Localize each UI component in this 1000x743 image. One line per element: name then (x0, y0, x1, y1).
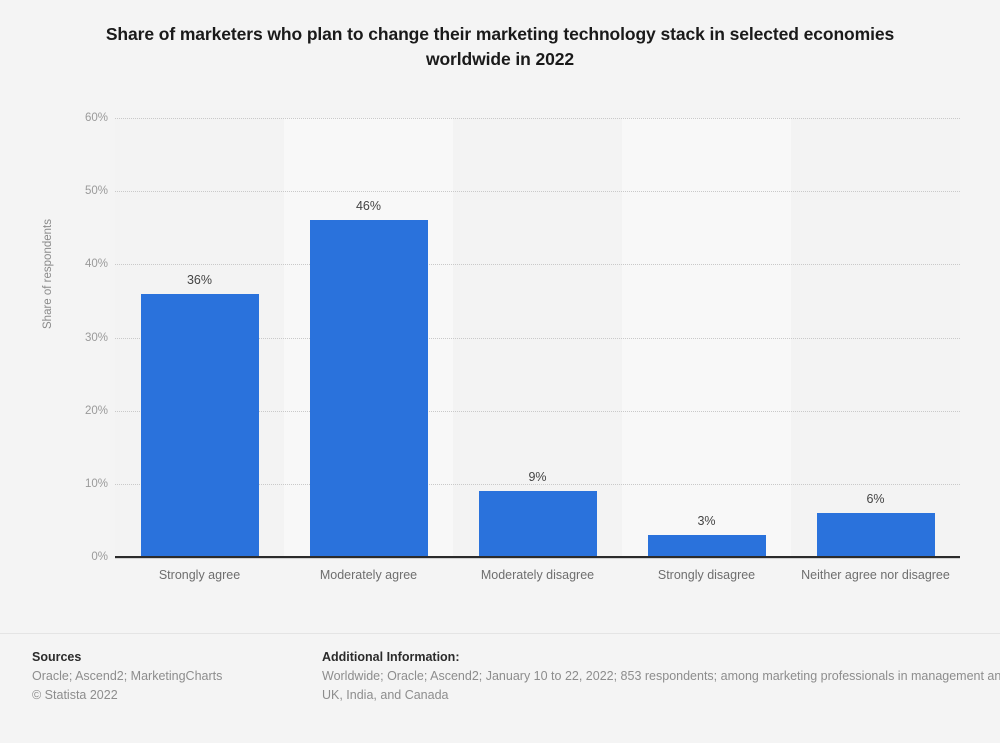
bar-value-label: 6% (866, 492, 885, 507)
additional-information-body: Worldwide; Oracle; Ascend2; January 10 t… (322, 669, 1000, 703)
x-axis-tick-label: Strongly disagree (657, 568, 756, 582)
bar[interactable] (478, 491, 597, 557)
bar-slot: 36% (115, 118, 284, 557)
additional-information-heading: Additional Information: (322, 650, 460, 664)
gridline (115, 191, 960, 193)
y-axis-tick-label: 0% (91, 551, 108, 563)
bar-slot: 9% (453, 118, 622, 557)
bar[interactable] (647, 535, 766, 557)
y-axis-tick-label: 60% (84, 112, 108, 124)
footer: Sources Oracle; Ascend2; MarketingCharts… (0, 650, 1000, 743)
bar-slot: 46% (284, 118, 453, 557)
x-axis-tick-label: Moderately agree (319, 568, 418, 582)
gridline (115, 264, 960, 266)
bar-value-label: 46% (355, 199, 382, 214)
bar[interactable] (816, 513, 935, 557)
sources-body: Oracle; Ascend2; MarketingCharts © Stati… (32, 669, 223, 703)
gridline (115, 337, 960, 339)
gridline (115, 483, 960, 485)
y-axis-tick-label: 30% (84, 331, 108, 344)
bar[interactable] (309, 220, 428, 557)
gridline (115, 118, 960, 119)
bar-value-label: 36% (186, 272, 213, 287)
y-axis-ticks: 0% 10% 20% 30% 40% 50% 60% (62, 112, 108, 563)
y-axis-tick-label: 40% (84, 258, 108, 271)
sources-heading: Sources (32, 650, 82, 664)
gridline (115, 410, 960, 412)
y-axis-title: Share of respondents (42, 219, 54, 329)
x-axis-tick-label: Moderately disagree (480, 568, 595, 582)
bar-value-label: 9% (528, 470, 547, 485)
x-axis-line (115, 556, 960, 558)
footer-divider (0, 633, 1000, 634)
plot-area: 36% 46% 9% 3% 6% (115, 118, 960, 557)
additional-information-block: Additional Information: Worldwide; Oracl… (322, 650, 1000, 706)
bar-slot: 6% (791, 118, 960, 557)
y-axis-tick-label: 10% (84, 477, 108, 490)
x-axis-tick-label: Neither agree nor disagree (801, 568, 950, 582)
y-axis-tick-label: 20% (84, 404, 108, 417)
y-axis-tick-label: 50% (84, 185, 108, 198)
chart-title: Share of marketers who plan to change th… (105, 24, 895, 70)
x-axis-tick-label: Strongly agree (158, 568, 241, 582)
x-axis-labels: Strongly agree Moderately agree Moderately… (115, 566, 960, 616)
sources-block: Sources Oracle; Ascend2; MarketingCharts… (32, 650, 302, 706)
bar[interactable] (140, 293, 259, 557)
bar-slot: 3% (622, 118, 791, 557)
x-axis-line-shadow (115, 558, 960, 559)
bar-value-label: 3% (697, 514, 716, 529)
